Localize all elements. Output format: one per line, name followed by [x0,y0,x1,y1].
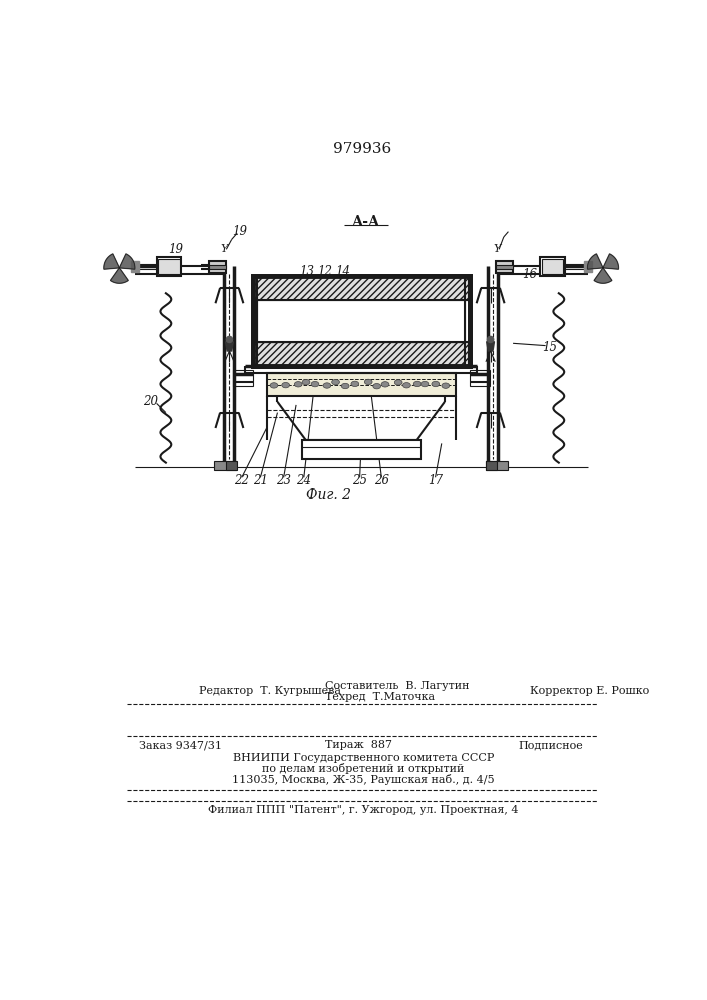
Ellipse shape [395,380,402,385]
Text: 21: 21 [253,474,268,487]
Text: 12: 12 [317,265,332,278]
Text: Составитель  В. Лагутин: Составитель В. Лагутин [325,681,469,691]
Polygon shape [486,342,494,351]
Text: 22: 22 [234,474,250,487]
Ellipse shape [432,381,440,387]
Bar [209,261,226,273]
Text: Заказ 9347/31: Заказ 9347/31 [139,740,222,750]
Text: Y: Y [493,244,501,254]
Bar [233,370,252,386]
Bar [226,461,237,470]
Text: Y: Y [221,244,228,254]
Text: 24: 24 [296,474,311,487]
Bar [469,370,490,386]
Polygon shape [603,254,619,269]
Bar [542,259,563,274]
Ellipse shape [332,379,339,385]
Text: 15: 15 [542,341,557,354]
Text: 979936: 979936 [333,142,391,156]
Ellipse shape [294,382,302,387]
Text: по делам изобретений и открытий: по делам изобретений и открытий [262,763,464,774]
Polygon shape [131,261,139,272]
Text: 23: 23 [276,474,291,487]
Bar [301,440,421,459]
Ellipse shape [282,382,290,388]
Ellipse shape [364,379,372,385]
Ellipse shape [381,382,389,387]
Bar [252,276,469,366]
Bar [209,265,226,269]
Circle shape [226,336,233,343]
Text: Подписное: Подписное [518,740,583,750]
Text: 25: 25 [352,474,367,487]
Text: Редактор  Т. Кугрышева: Редактор Т. Кугрышева [199,686,341,696]
Text: 17: 17 [428,474,443,487]
Bar [267,373,456,396]
Text: Техред  Т.Маточка: Техред Т.Маточка [325,692,435,702]
Bar [486,461,508,470]
Polygon shape [588,254,603,269]
Ellipse shape [351,381,358,387]
Polygon shape [226,342,233,351]
Text: Корректор Е. Рошко: Корректор Е. Рошко [530,686,649,696]
Bar [496,261,513,273]
Text: Филиал ППП "Патент", г. Ужгород, ул. Проектная, 4: Филиал ППП "Патент", г. Ужгород, ул. Про… [209,805,519,815]
Text: Тираж  887: Тираж 887 [325,740,392,750]
Ellipse shape [302,379,310,385]
Bar [255,277,468,300]
Polygon shape [110,268,128,283]
Text: ВНИИПИ Государственного комитета СССР: ВНИИПИ Государственного комитета СССР [233,753,494,763]
Bar [496,265,513,269]
Ellipse shape [402,383,410,388]
Ellipse shape [323,383,331,388]
Bar [252,276,469,366]
Text: 13: 13 [300,265,315,278]
Ellipse shape [373,383,380,389]
Text: 26: 26 [374,474,389,487]
Text: 113035, Москва, Ж-35, Раушская наб., д. 4/5: 113035, Москва, Ж-35, Раушская наб., д. … [232,774,495,785]
Text: 20: 20 [143,395,158,408]
Polygon shape [594,268,612,283]
Bar [540,257,565,276]
Ellipse shape [311,381,319,387]
Polygon shape [104,254,119,269]
Text: 19: 19 [168,243,182,256]
Polygon shape [119,254,135,269]
Text: А-А: А-А [351,215,380,229]
Ellipse shape [421,381,429,387]
Bar [158,259,180,274]
Text: 19: 19 [232,225,247,238]
Polygon shape [585,261,592,272]
Ellipse shape [341,383,349,389]
Ellipse shape [270,383,278,388]
Ellipse shape [442,383,450,388]
Text: Фиг. 2: Фиг. 2 [306,488,351,502]
Bar [214,461,235,470]
Bar [486,461,497,470]
Ellipse shape [414,381,421,387]
Bar [257,300,465,342]
Circle shape [488,336,493,343]
Text: 16: 16 [522,267,537,280]
Text: 14: 14 [335,265,350,278]
Bar [255,342,468,365]
Bar [156,257,182,276]
